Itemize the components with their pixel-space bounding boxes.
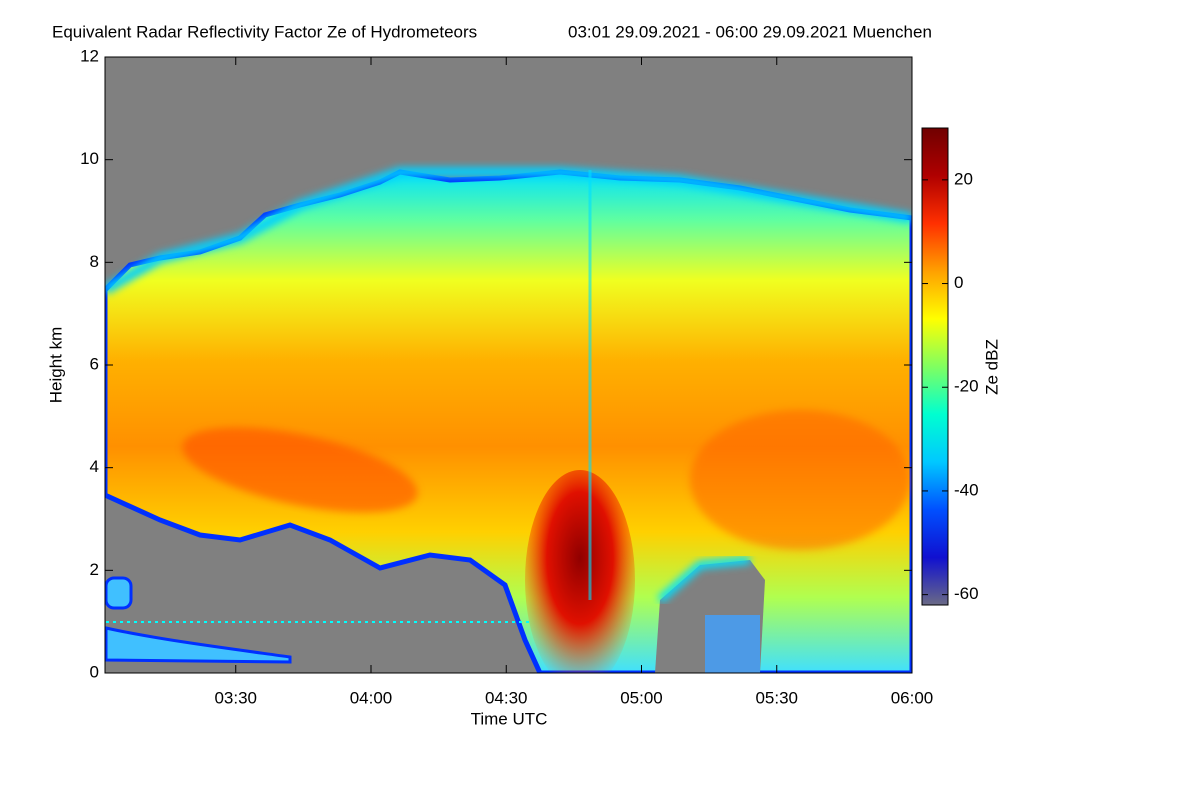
y-tick-label: 2: [90, 560, 99, 579]
x-tick-label: 05:00: [620, 688, 663, 707]
x-tick-label: 03:30: [214, 688, 257, 707]
y-tick-label: 8: [90, 252, 99, 271]
colorbar-fill: [921, 127, 949, 606]
colorbar-label: Ze dBZ: [982, 339, 1001, 395]
y-tick-label: 10: [80, 149, 99, 168]
colorbar-tick-label: 20: [954, 169, 973, 188]
x-tick-label: 06:00: [891, 688, 934, 707]
chart-subtitle: 03:01 29.09.2021 - 06:00 29.09.2021 Muen…: [568, 22, 932, 41]
colorbar-tick-label: -20: [954, 377, 979, 396]
x-tick-label: 04:30: [485, 688, 528, 707]
y-tick-label: 0: [90, 662, 99, 681]
x-tick-label: 05:30: [755, 688, 798, 707]
y-tick-label: 12: [80, 46, 99, 65]
y-tick-label: 4: [90, 457, 99, 476]
radar-field: [105, 57, 912, 673]
colorbar-tick-label: -40: [954, 480, 979, 499]
colorbar-tick-label: -60: [954, 584, 979, 603]
y-axis-label: Height km: [46, 327, 65, 404]
chart-title: Equivalent Radar Reflectivity Factor Ze …: [52, 22, 477, 41]
y-tick-label: 6: [90, 354, 99, 373]
x-tick-label: 04:00: [350, 688, 393, 707]
colorbar-tick-label: 0: [954, 273, 963, 292]
x-axis-label: Time UTC: [471, 709, 548, 728]
